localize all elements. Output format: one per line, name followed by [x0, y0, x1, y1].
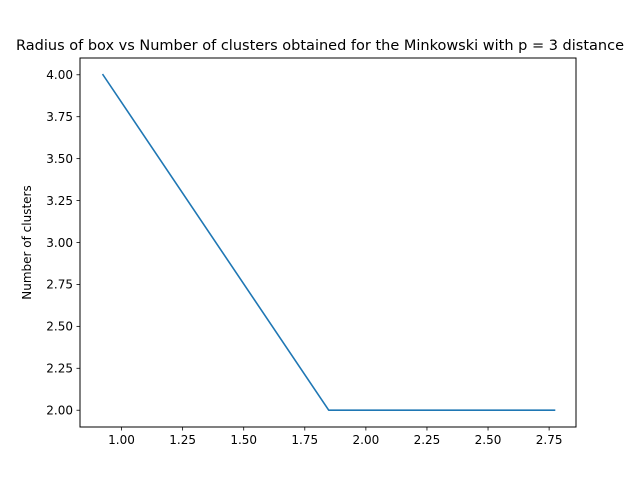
y-axis: 2.00 2.25 2.50 2.75 3.00 3.25 3.50 3.75 4.00 [46, 68, 80, 418]
x-tick-label: 2.25 [414, 433, 441, 447]
x-tick-label: 2.50 [475, 433, 502, 447]
x-tick-label: 1.00 [108, 433, 135, 447]
chart-title: Radius of box vs Number of clusters obta… [16, 38, 624, 54]
plot-area [80, 58, 576, 427]
x-tick-label: 1.75 [291, 433, 318, 447]
y-tick-label: 2.50 [46, 320, 73, 334]
y-axis-label: Number of clusters [20, 185, 34, 299]
x-tick-label: 2.75 [536, 433, 563, 447]
x-tick-label: 1.50 [230, 433, 257, 447]
y-tick-label: 2.00 [46, 404, 73, 418]
y-tick-label: 3.25 [46, 194, 73, 208]
series-layer [101, 73, 556, 412]
y-tick-label: 2.75 [46, 278, 73, 292]
y-tick-label: 3.50 [46, 152, 73, 166]
y-tick-label: 2.25 [46, 362, 73, 376]
y-tick-label: 3.00 [46, 236, 73, 250]
series-line [101, 73, 556, 412]
x-tick-label: 1.25 [169, 433, 196, 447]
y-tick-label: 4.00 [46, 68, 73, 82]
y-tick-label: 3.75 [46, 110, 73, 124]
x-axis: 1.00 1.25 1.50 1.75 2.00 2.25 2.50 2.75 [108, 427, 562, 447]
x-tick-label: 2.00 [353, 433, 380, 447]
